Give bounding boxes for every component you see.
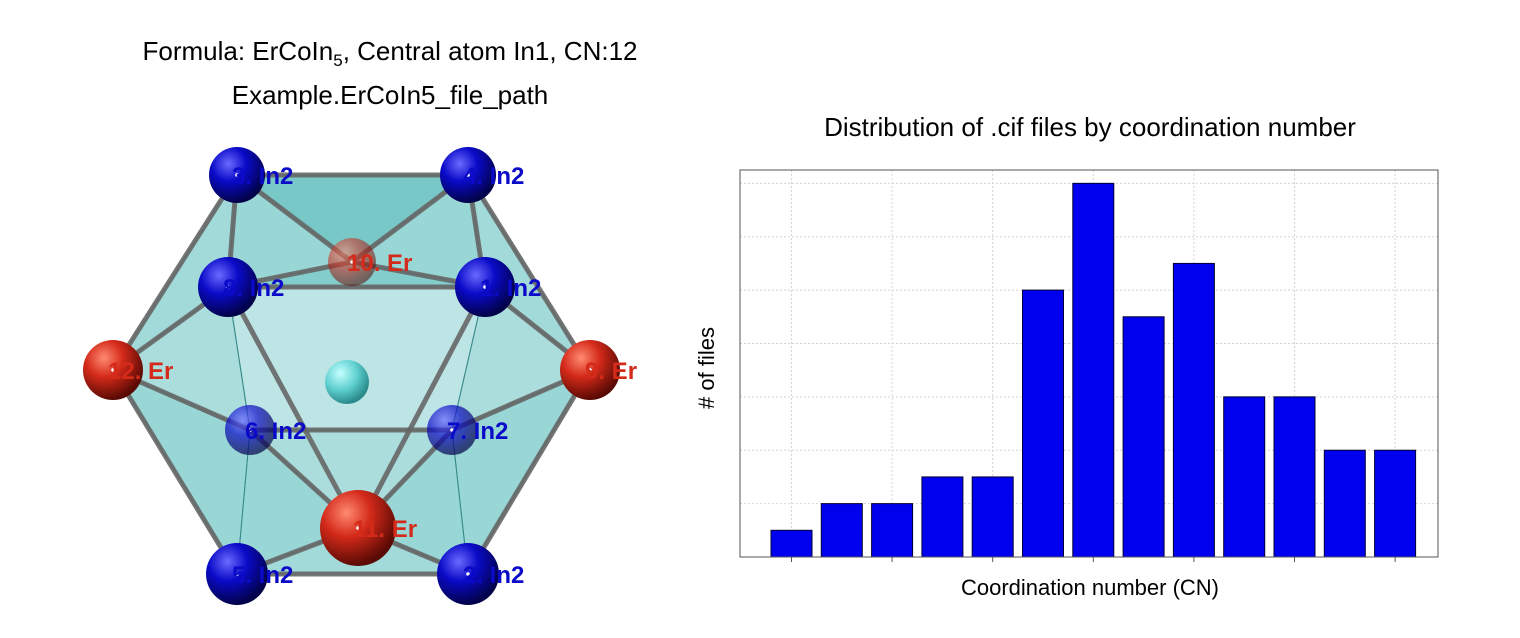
atom-label: 5. In2 <box>232 562 293 589</box>
er-atom[interactable]: 10. Er <box>328 238 412 286</box>
in-atom[interactable]: 6. In2 <box>225 405 306 455</box>
bar <box>1323 449 1366 558</box>
bar <box>820 503 863 558</box>
plot-frame <box>739 169 1439 558</box>
in-atom[interactable]: 1. In2 <box>455 257 541 317</box>
bar <box>971 476 1014 558</box>
bar <box>1072 182 1115 558</box>
polyhedron-atoms: 10. Er 6. In2 7. In2 3. In2 4. In2 8. In2 1. I… <box>83 147 637 605</box>
bar <box>921 476 964 558</box>
bond <box>225 284 361 531</box>
atom-label: 6. In2 <box>245 418 306 445</box>
bar <box>770 529 813 558</box>
central-atom[interactable] <box>325 360 369 404</box>
bar <box>1122 316 1165 558</box>
y-axis-label: # of files <box>694 327 719 409</box>
atom-label: 9. Er <box>585 358 637 385</box>
chart-bars <box>770 182 1417 558</box>
bond <box>465 172 593 373</box>
formula-line: Formula: ErCoIn5, Central atom In1, CN:1… <box>142 36 638 71</box>
in-atom[interactable]: 5. In2 <box>206 543 293 605</box>
atom-label: 8. In2 <box>223 275 284 302</box>
atom-label: 3. In2 <box>232 163 293 190</box>
in-atom[interactable]: 2. In2 <box>437 543 524 605</box>
bar <box>1273 396 1316 558</box>
atom-label: 2. In2 <box>463 562 524 589</box>
bar <box>1374 449 1417 558</box>
in-atom[interactable]: 8. In2 <box>198 257 284 317</box>
x-axis-label: Coordination number (CN) <box>961 575 1219 600</box>
atom-label: 11. Er <box>353 516 417 543</box>
atom-label: 4. In2 <box>463 163 524 190</box>
file-path-line: Example.ErCoIn5_file_path <box>231 80 549 111</box>
bar <box>1022 289 1064 558</box>
bond <box>465 367 593 577</box>
bar <box>871 503 914 558</box>
x-ticks <box>791 557 1396 562</box>
er-atom[interactable]: 12. Er <box>83 340 173 400</box>
bond <box>355 284 488 531</box>
atom-label: 1. In2 <box>480 275 541 302</box>
bond <box>110 367 240 577</box>
bar <box>1223 396 1266 558</box>
er-atom[interactable]: 9. Er <box>560 340 637 400</box>
in-atom[interactable]: 4. In2 <box>440 147 524 203</box>
in-atom[interactable]: 7. In2 <box>427 405 508 455</box>
structure-title: Formula: ErCoIn5, Central atom In1, CN:1… <box>60 34 720 112</box>
atom-label: 7. In2 <box>447 418 508 445</box>
bar <box>1172 262 1215 558</box>
polyhedron-view[interactable]: 10. Er 6. In2 7. In2 3. In2 4. In2 8. In2 1. I… <box>0 0 720 638</box>
atom-label: 10. Er <box>347 250 412 277</box>
bond <box>110 172 240 373</box>
er-atom[interactable]: 11. Er <box>320 490 417 566</box>
chart-title: Distribution of .cif files by coordinati… <box>824 112 1356 142</box>
atom-label: 12. Er <box>108 358 173 385</box>
in-atom[interactable]: 3. In2 <box>209 147 293 203</box>
